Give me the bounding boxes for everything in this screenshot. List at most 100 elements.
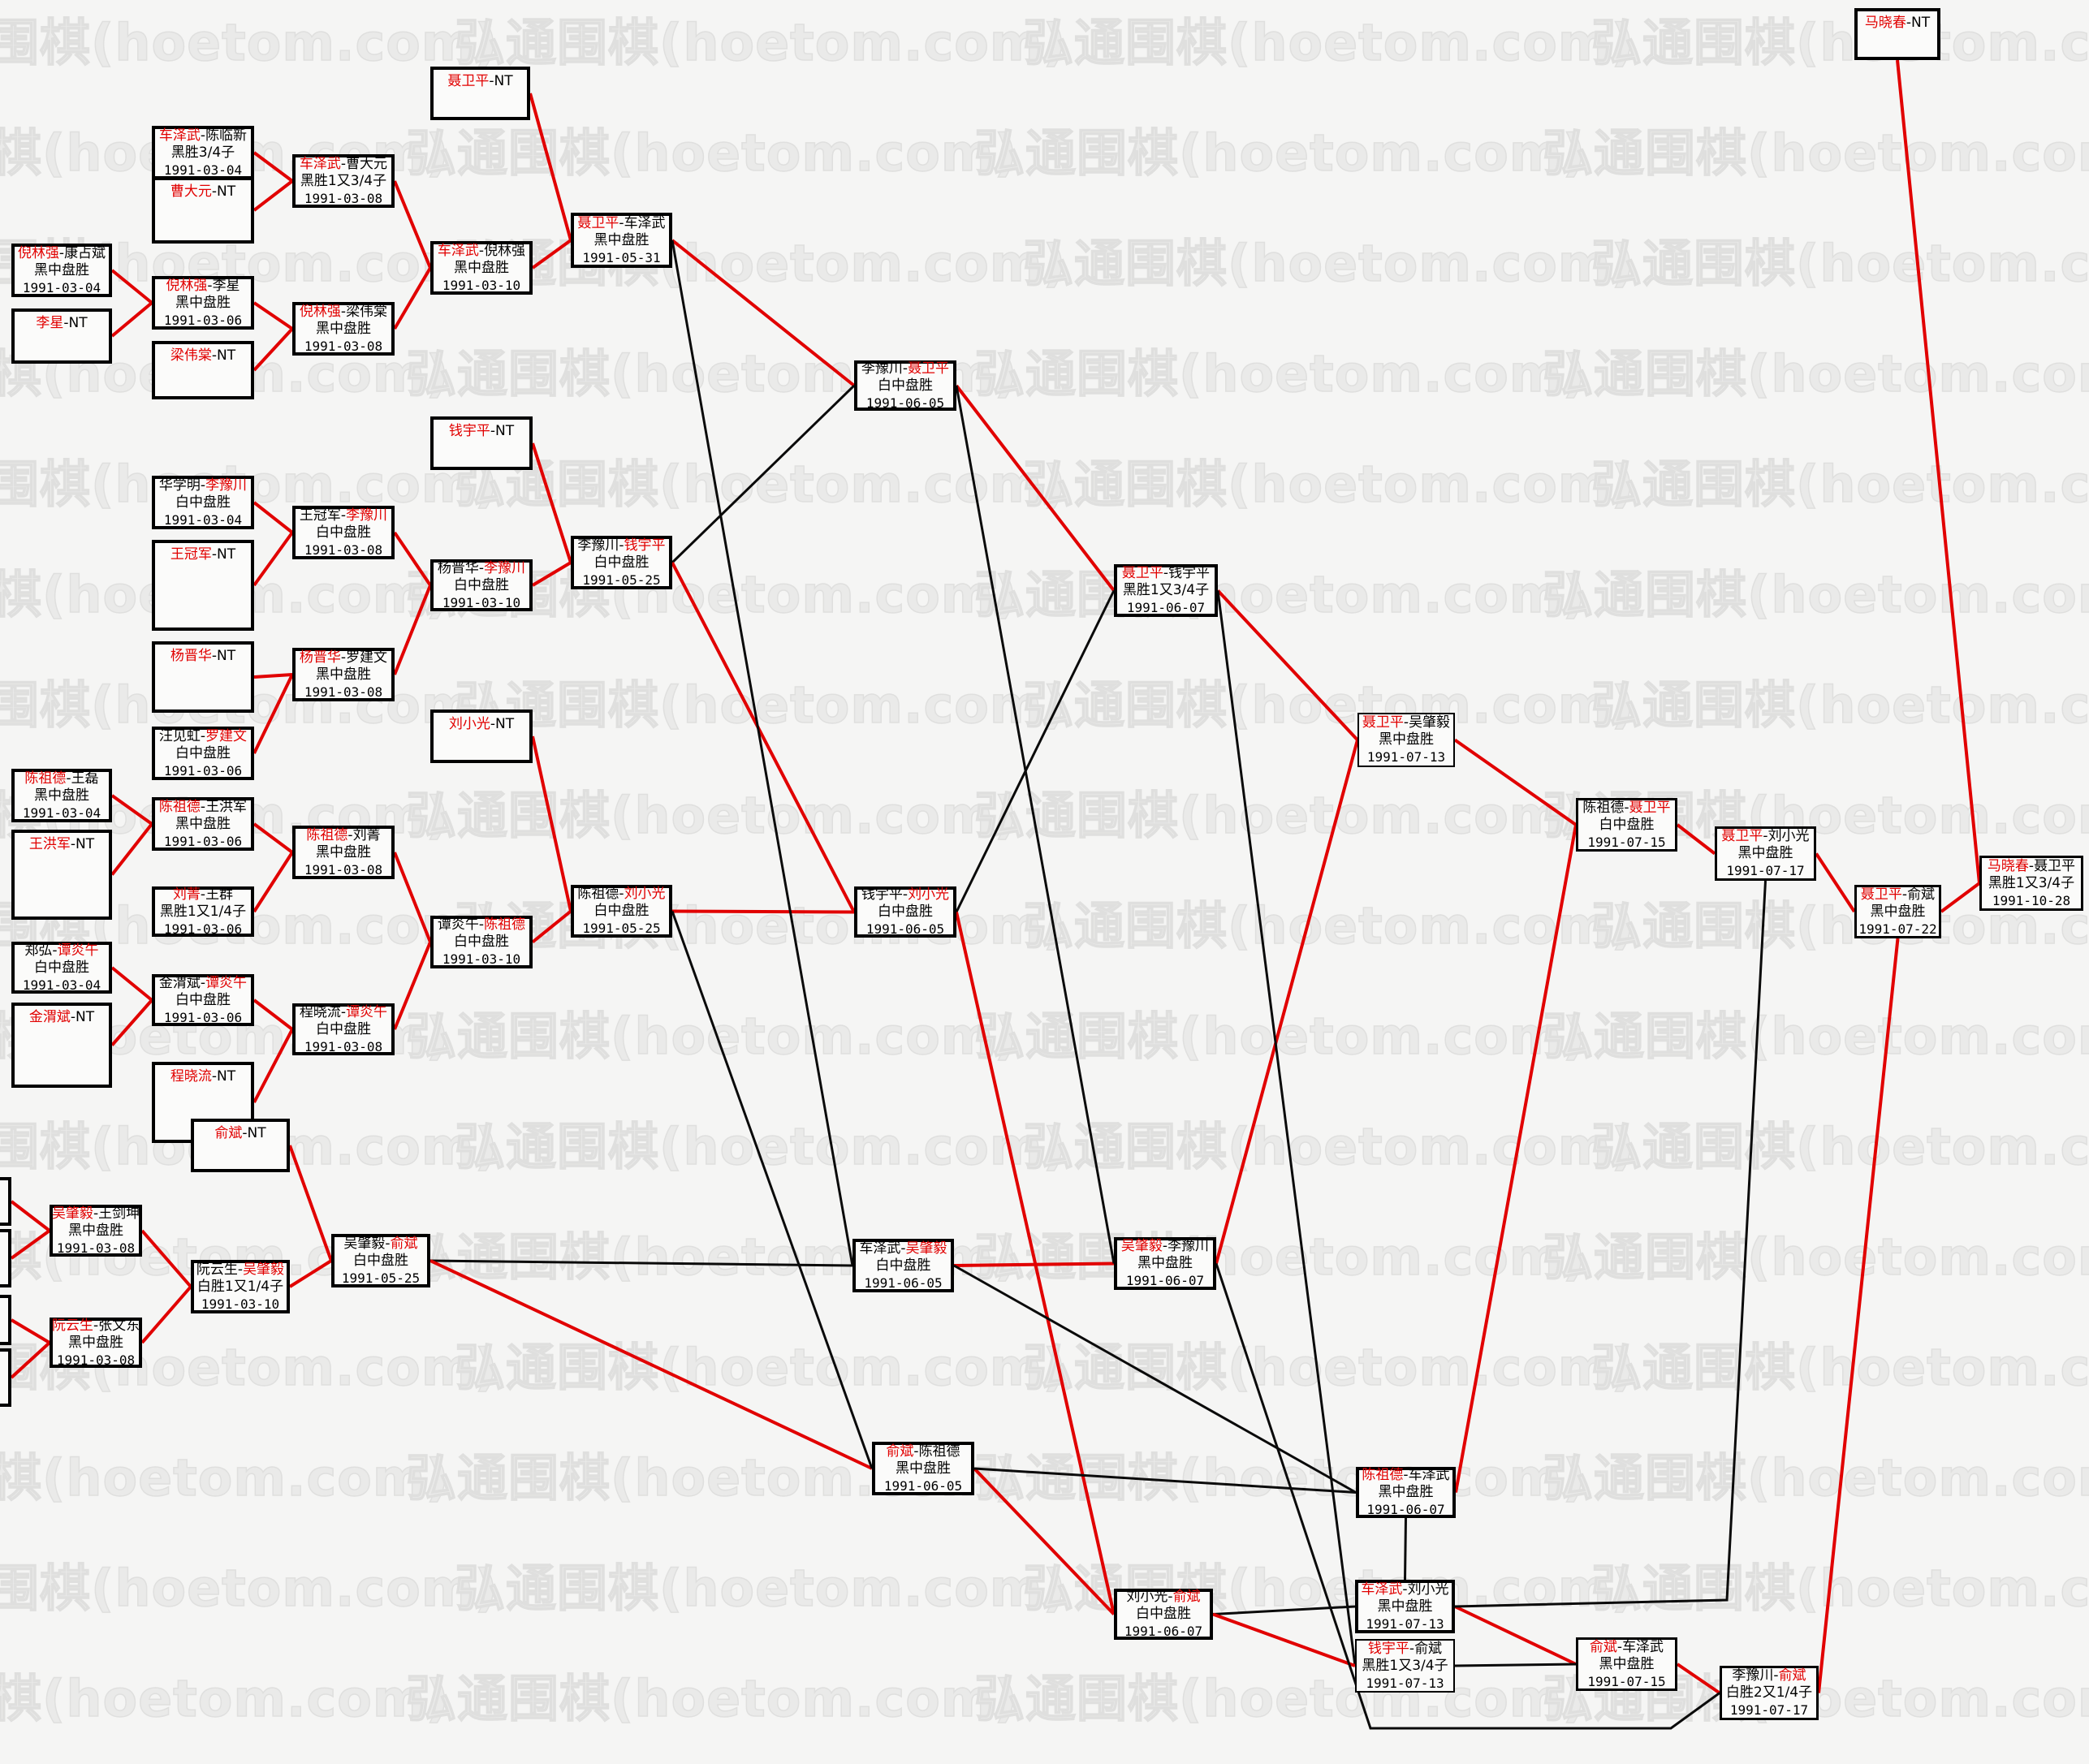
bye-player: 聂卫平-NT	[447, 73, 513, 89]
match-box-b8: 汪见虹-罗建文 白中盘胜 1991-03-06	[152, 727, 254, 780]
watermark-text: 弘通围棋(hoetom.com)	[454, 1116, 1067, 1177]
match-result: 黑胜3/4子	[170, 144, 235, 161]
loser-name: 刘小光	[1767, 828, 1810, 844]
match-box-c4: 杨晋华-罗建文 黑中盘胜 1991-03-08	[292, 648, 395, 701]
match-players: 陈祖德-车泽武	[1362, 1467, 1450, 1483]
loser-name: 程晓流	[299, 1003, 341, 1020]
winner-name: 俞斌	[214, 1125, 243, 1141]
winner-name: 聂卫平	[1721, 828, 1763, 844]
winner-name: 聂卫平	[1860, 886, 1902, 903]
winner-path-line	[1940, 882, 1981, 913]
match-box-g1: 聂卫平-钱宇平 黑胜1又3/4子 1991-06-07	[1114, 564, 1218, 617]
match-box-d1: 聂卫平-NT	[430, 67, 530, 120]
match-players: 车泽武-陈临新	[158, 127, 248, 144]
winner-name: 钱宇平	[1367, 1640, 1409, 1657]
winner-path-line	[1216, 589, 1359, 741]
winner-path-line	[529, 93, 572, 241]
watermark-text: 弘通围棋(hoetom.com)	[1590, 454, 2089, 515]
bye-player: 王冠军-NT	[170, 546, 236, 563]
match-result: 白中盘胜	[878, 377, 933, 394]
watermark-text: 弘通围棋(hoetom.com)	[405, 1006, 1018, 1067]
match-box-h3: 车泽武-刘小光 黑中盘胜 1991-07-13	[1355, 1580, 1455, 1633]
winner-name: 陈祖德	[158, 798, 201, 815]
watermark-text: 弘通围棋(hoetom.com)	[454, 454, 1067, 515]
loser-path-line	[1404, 1517, 1407, 1581]
match-date: 1991-03-04	[22, 977, 101, 993]
match-date: 1991-07-13	[1366, 749, 1446, 765]
watermark-text: 弘通围棋(hoetom.com)	[405, 123, 1018, 183]
winner-path-line	[110, 269, 153, 304]
match-result: 黑中盘胜	[34, 787, 89, 804]
match-result: 黑中盘胜	[1379, 731, 1434, 748]
watermark-text: 弘通围棋(hoetom.com)	[1590, 1558, 2089, 1619]
watermark-text: 弘通围棋(hoetom.com)	[1590, 675, 2089, 735]
loser-path-line	[1216, 590, 1357, 1667]
watermark-text: 弘通围棋(hoetom.com)	[1542, 1227, 2089, 1287]
watermark-text: 弘通围棋(hoetom.com)	[973, 564, 1586, 625]
match-players: 陈祖德-王磊	[24, 770, 99, 787]
match-box-d3: 钱宇平-NT	[430, 416, 533, 470]
match-box-l1: 马晓春-聂卫平 黑胜1又3/4子 1991-10-28	[1979, 856, 2083, 911]
winner-name: 程晓流	[170, 1068, 212, 1085]
match-date: 1991-06-07	[1125, 1273, 1205, 1288]
bye-player: 李星-NT	[36, 315, 88, 331]
match-players: 阮云生-张文东	[51, 1317, 140, 1334]
loser-name: 车泽武	[1408, 1467, 1450, 1483]
loser-name: 罗建文	[346, 649, 388, 666]
winner-name: 金渭斌	[28, 1009, 71, 1025]
match-players: 刘小光-俞斌	[1126, 1589, 1201, 1605]
match-result: 黑胜1又3/4子	[1122, 582, 1210, 598]
match-players: 陈祖德-王洪军	[158, 798, 248, 815]
match-players: 倪林强-梁伟棠	[299, 303, 388, 320]
match-box-cutoff	[0, 1295, 11, 1345]
winner-name: 俞斌	[1778, 1667, 1806, 1684]
watermark-text: 弘通围棋(hoetom.com)	[1590, 12, 2089, 73]
watermark-text: 弘通围棋(hoetom.com)	[1022, 1116, 1635, 1177]
winner-path-line	[252, 501, 294, 534]
match-date: 1991-03-04	[163, 162, 243, 178]
winner-path-line	[288, 1259, 333, 1288]
winner-name: 吴肇毅	[51, 1205, 93, 1222]
winner-name: 阮云生	[51, 1317, 93, 1334]
winner-name: 谭炎午	[346, 1003, 388, 1020]
match-date: 1991-07-22	[1858, 921, 1937, 937]
match-result: 白中盘胜	[175, 991, 231, 1008]
winner-path-line	[252, 998, 294, 1031]
match-players: 钱宇平-刘小光	[861, 886, 950, 903]
match-date: 1991-07-17	[1726, 863, 1805, 878]
loser-name: 谭炎午	[437, 917, 479, 933]
watermark-text: 弘通围棋(hoetom.com)	[1542, 343, 2089, 404]
watermark-text: 弘通围棋(hoetom.com)	[0, 12, 499, 73]
match-box-b2: 曹大元-NT	[152, 177, 254, 244]
loser-name: 吴肇毅	[343, 1235, 386, 1252]
loser-name: 李豫川	[861, 360, 903, 377]
match-box-a3: 陈祖德-王磊 黑中盘胜 1991-03-04	[11, 769, 112, 822]
loser-name: 钱宇平	[1168, 565, 1211, 581]
match-result: 白中盘胜	[316, 1020, 371, 1037]
winner-name: 聂卫平	[577, 214, 619, 231]
match-box-d4: 杨晋华-李豫川 白中盘胜 1991-03-10	[430, 559, 533, 611]
winner-path-line	[393, 531, 432, 587]
winner-name: 陈祖德	[306, 826, 348, 843]
winner-name: 聂卫平	[1121, 565, 1163, 581]
winner-name: 陈祖德	[1362, 1467, 1404, 1483]
match-result: 黑中盘胜	[896, 1460, 951, 1477]
match-players: 刘菁-王群	[172, 886, 234, 903]
match-box-a5: 郑弘-谭炎午 白中盘胜 1991-03-04	[11, 942, 112, 994]
winner-path-line	[252, 1029, 294, 1103]
match-box-a4: 王洪军-NT	[11, 830, 112, 920]
winner-path-line	[671, 562, 856, 913]
watermark-text: 弘通围棋(hoetom.com)	[1590, 1116, 2089, 1177]
winner-name: 吴肇毅	[1120, 1238, 1163, 1254]
winner-name: 杨晋华	[170, 648, 212, 664]
match-date: 1991-03-08	[304, 190, 383, 206]
match-date: 1991-03-06	[163, 312, 243, 328]
loser-name: 吴肇毅	[1409, 714, 1451, 731]
winner-name: 钱宇平	[448, 423, 490, 439]
match-date: 1991-03-06	[163, 921, 243, 937]
match-date: 1991-03-04	[163, 511, 243, 528]
match-box-b10: 刘菁-王群 黑胜1又1/4子 1991-03-06	[152, 886, 254, 937]
match-date: 1991-10-28	[1992, 892, 2071, 908]
match-date: 1991-03-10	[442, 277, 521, 293]
match-players: 马晓春-聂卫平	[1987, 857, 2076, 874]
